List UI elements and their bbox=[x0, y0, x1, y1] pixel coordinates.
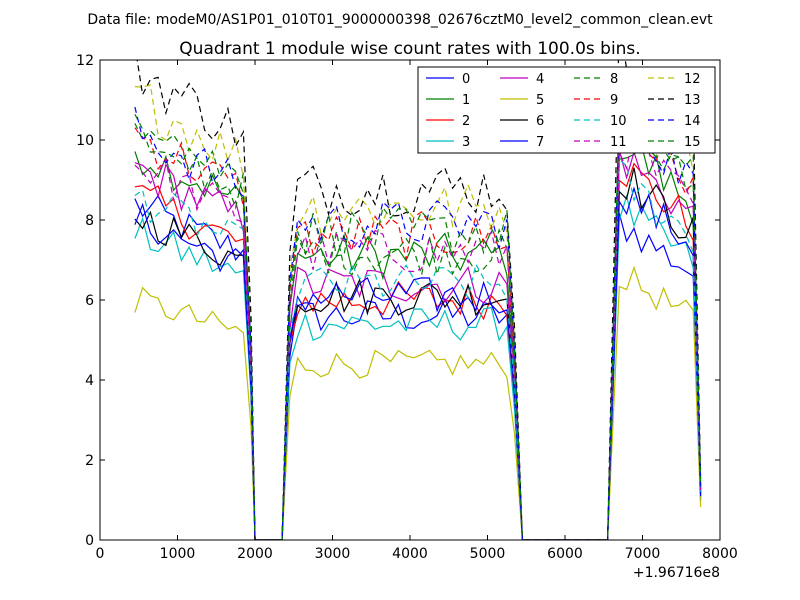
legend-label-3: 3 bbox=[462, 135, 470, 150]
series-line-7 bbox=[134, 186, 702, 540]
x-tick-label: 3000 bbox=[315, 546, 351, 562]
x-tick-label: 4000 bbox=[392, 546, 428, 562]
chart-suptitle: Data file: modeM0/AS1P01_010T01_90000003… bbox=[87, 12, 713, 28]
series-line-4 bbox=[134, 150, 702, 540]
chart-title: Quadrant 1 module wise count rates with … bbox=[179, 39, 640, 59]
y-tick-label: 12 bbox=[76, 53, 94, 69]
series-line-0 bbox=[134, 194, 702, 540]
legend-label-6: 6 bbox=[536, 114, 544, 129]
series-line-2 bbox=[134, 162, 702, 540]
legend-label-11: 11 bbox=[610, 135, 627, 150]
y-tick-label: 10 bbox=[76, 133, 94, 149]
y-tick-label: 2 bbox=[85, 453, 94, 469]
legend-label-13: 13 bbox=[684, 93, 701, 108]
legend-label-2: 2 bbox=[462, 114, 470, 129]
y-tick-label: 8 bbox=[85, 213, 94, 229]
legend-label-8: 8 bbox=[610, 72, 618, 87]
legend-label-7: 7 bbox=[536, 135, 544, 150]
series-line-1 bbox=[134, 143, 702, 540]
legend-label-9: 9 bbox=[610, 93, 618, 108]
x-offset-label: +1.96716e8 bbox=[633, 565, 720, 581]
legend-label-4: 4 bbox=[536, 72, 544, 87]
series-line-3 bbox=[134, 194, 702, 540]
series-line-11 bbox=[134, 127, 702, 540]
series-line-6 bbox=[134, 167, 702, 540]
legend-label-14: 14 bbox=[684, 114, 701, 129]
y-tick-label: 0 bbox=[85, 533, 94, 549]
series-line-5 bbox=[134, 265, 702, 540]
x-tick-label: 0 bbox=[96, 546, 105, 562]
legend-label-5: 5 bbox=[536, 93, 544, 108]
legend-label-1: 1 bbox=[462, 93, 470, 108]
x-tick-label: 6000 bbox=[547, 546, 583, 562]
x-tick-label: 7000 bbox=[625, 546, 661, 562]
x-tick-label: 1000 bbox=[160, 546, 196, 562]
legend-label-12: 12 bbox=[684, 72, 701, 87]
y-tick-label: 6 bbox=[85, 293, 94, 309]
x-tick-label: 8000 bbox=[702, 546, 738, 562]
x-tick-label: 5000 bbox=[470, 546, 506, 562]
series-line-14 bbox=[134, 100, 702, 540]
legend-label-0: 0 bbox=[462, 72, 470, 87]
legend-box bbox=[417, 66, 716, 154]
x-tick-label: 2000 bbox=[237, 546, 273, 562]
legend-label-10: 10 bbox=[610, 114, 627, 129]
axis-ticks: 0 1000 2000 3000 4000 5000 6000 7000 80000246810… bbox=[76, 53, 738, 562]
legend-label-15: 15 bbox=[684, 135, 701, 150]
y-tick-label: 4 bbox=[85, 373, 94, 389]
